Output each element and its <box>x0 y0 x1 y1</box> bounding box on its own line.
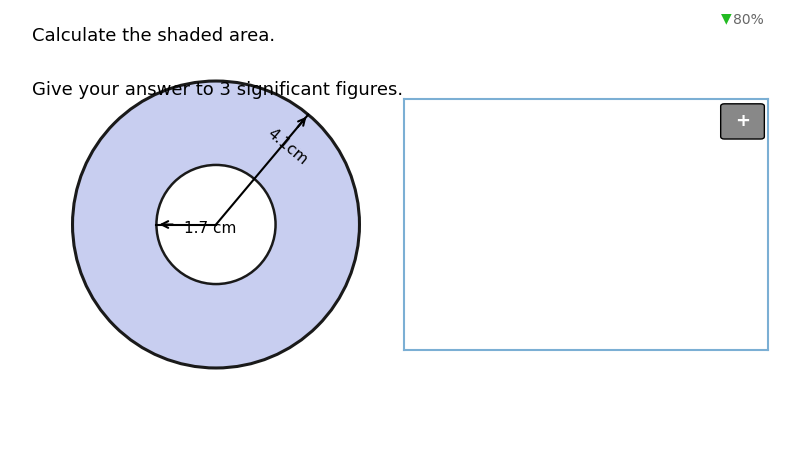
FancyBboxPatch shape <box>721 104 764 139</box>
Text: Calculate the shaded area.: Calculate the shaded area. <box>32 27 275 45</box>
Text: 1.7 cm: 1.7 cm <box>184 221 237 236</box>
Circle shape <box>157 165 275 284</box>
Text: 80%: 80% <box>734 13 764 27</box>
Text: 4.1cm: 4.1cm <box>264 126 310 168</box>
Circle shape <box>73 81 359 368</box>
Text: ▼: ▼ <box>722 11 732 25</box>
Text: +: + <box>735 112 750 130</box>
Text: Give your answer to 3 significant figures.: Give your answer to 3 significant figure… <box>32 81 403 99</box>
